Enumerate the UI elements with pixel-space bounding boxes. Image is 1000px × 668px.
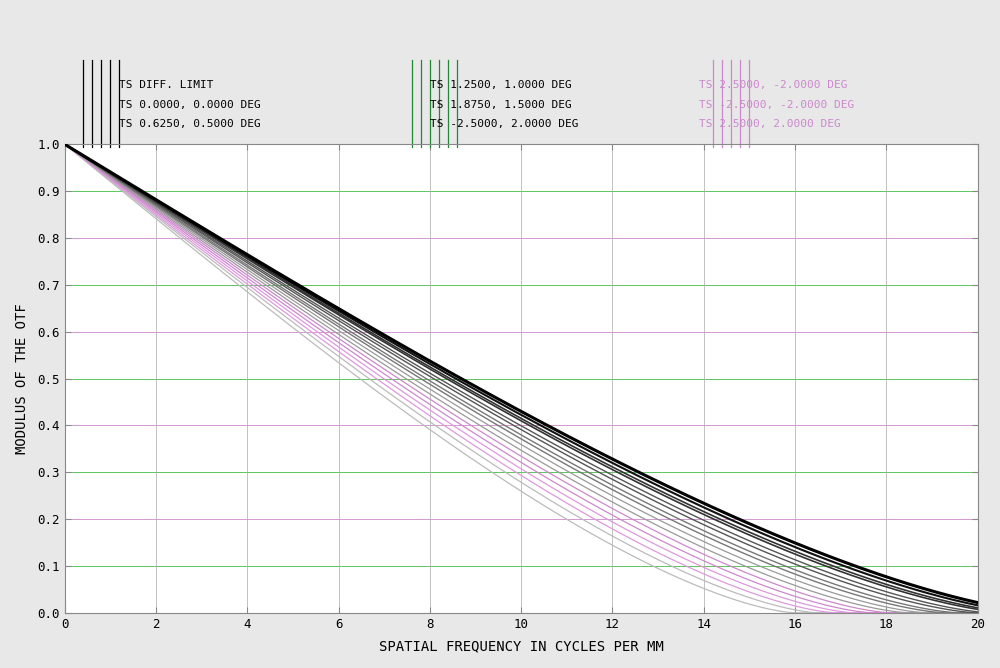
Text: TS -2.5000, -2.0000 DEG: TS -2.5000, -2.0000 DEG xyxy=(699,100,854,110)
Text: TS -2.5000, 2.0000 DEG: TS -2.5000, 2.0000 DEG xyxy=(430,120,578,130)
Text: TS 1.2500, 1.0000 DEG: TS 1.2500, 1.0000 DEG xyxy=(430,80,572,90)
Y-axis label: MODULUS OF THE OTF: MODULUS OF THE OTF xyxy=(15,303,29,454)
Text: TS 1.8750, 1.5000 DEG: TS 1.8750, 1.5000 DEG xyxy=(430,100,572,110)
Text: TS 0.0000, 0.0000 DEG: TS 0.0000, 0.0000 DEG xyxy=(119,100,261,110)
X-axis label: SPATIAL FREQUENCY IN CYCLES PER MM: SPATIAL FREQUENCY IN CYCLES PER MM xyxy=(379,639,663,653)
Text: TS 0.6250, 0.5000 DEG: TS 0.6250, 0.5000 DEG xyxy=(119,120,261,130)
Text: TS 2.5000, 2.0000 DEG: TS 2.5000, 2.0000 DEG xyxy=(699,120,841,130)
Text: TS 2.5000, -2.0000 DEG: TS 2.5000, -2.0000 DEG xyxy=(699,80,848,90)
Text: TS DIFF. LIMIT: TS DIFF. LIMIT xyxy=(119,80,214,90)
